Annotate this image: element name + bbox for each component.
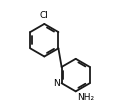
Text: N: N <box>53 79 60 88</box>
Text: Cl: Cl <box>40 11 49 20</box>
Text: NH₂: NH₂ <box>77 93 94 102</box>
